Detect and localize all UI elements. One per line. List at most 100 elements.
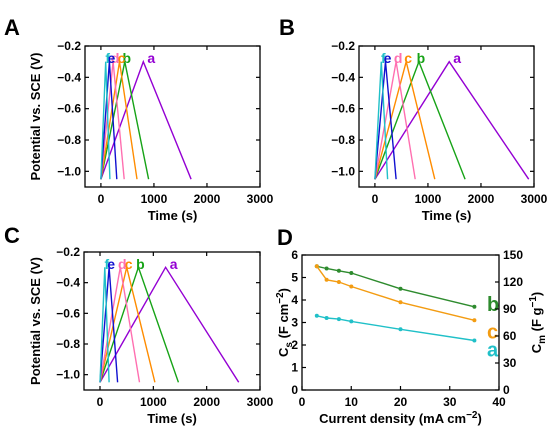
plot-frame [84,45,261,188]
plot-frame [83,251,261,391]
curve-label-d: d [118,256,127,272]
curve-label-b: b [123,50,132,66]
y-tick-label: −1.0 [331,164,355,178]
y-tick-label-left: 0 [291,383,298,397]
data-point-a [349,319,354,324]
y-tick-label: −0.2 [56,245,80,259]
y-tick-label: −1.0 [56,368,80,382]
curve-label-c: c [125,256,133,272]
data-point-a [336,317,341,322]
y-tick-label: −0.6 [57,102,81,116]
curve-label-f: f [104,256,109,272]
y-axis-title-left: Cs (F cm−2) [275,288,295,357]
x-tick-label: 2000 [468,192,495,206]
data-point-c [324,277,329,282]
y-tick-label: −0.8 [57,133,81,147]
series-line-b [99,265,180,383]
data-point-b [349,271,354,275]
x-tick-label: 0 [97,395,104,409]
x-tick-label: 3000 [247,192,274,206]
y-tick-label-left: 4 [291,293,298,307]
x-tick-label: 30 [443,395,457,409]
y-tick-label-left: 6 [291,248,298,262]
series-label-b: b [487,294,499,316]
y-tick-label-right: 90 [503,302,517,316]
y-axis-title: Potential vs. SCE (V) [28,257,43,385]
y-tick-label-right: 150 [503,248,523,262]
y-tick-label: −0.4 [56,276,80,290]
curve-label-e: e [384,50,392,66]
curve-label-a: a [453,50,461,66]
x-tick-label: 1000 [141,192,168,206]
series-line-e [374,61,397,180]
y-tick-label-right: 30 [503,356,517,370]
x-axis-title: Time (s) [147,411,197,426]
curve-label-e: e [108,50,116,66]
data-point-b [324,266,329,271]
curve-label-b: b [417,50,426,66]
y-tick-label: −0.2 [57,39,81,53]
series-line-b [374,59,466,180]
y-tick-label: −0.4 [331,70,355,84]
y-tick-label: −0.6 [331,102,355,116]
curve-label-f: f [381,50,386,66]
y-tick-label: −0.4 [57,70,81,84]
curve-label-f: f [105,50,110,66]
x-tick-label: 3000 [247,395,274,409]
y-tick-label-left: 5 [291,271,298,285]
series-line-f [100,61,111,180]
y-tick-label-right: 0 [503,383,510,397]
curve-label-d: d [111,50,120,66]
data-point-b [336,268,341,273]
panel-letter: B [279,15,295,40]
series-line-e [100,61,118,180]
y-tick-label: −0.6 [56,306,80,320]
x-tick-label: 1000 [415,192,442,206]
y-tick-label: −0.8 [331,133,355,147]
x-axis-title: Time (s) [422,208,472,223]
data-point-c [398,300,403,305]
series-label-c: c [487,321,498,343]
data-point-b [472,304,477,309]
panel-letter: A [4,15,20,40]
data-point-a [324,316,329,320]
y-tick-label-left: 3 [291,316,298,330]
curve-label-a: a [170,256,178,272]
panel-letter: C [4,223,20,248]
curve-label-e: e [107,256,115,272]
plot-frame [301,254,500,391]
series-line-d [99,267,141,383]
series-line-c [99,267,156,383]
x-tick-label: 0 [299,395,306,409]
x-tick-label: 2000 [193,395,220,409]
series-line-a [99,265,240,383]
x-tick-label: 20 [394,395,408,409]
y-tick-label-left: 1 [291,361,298,375]
data-point-c [472,318,477,323]
curve-label-b: b [136,256,145,272]
x-tick-label: 0 [98,192,105,206]
series-line-e [99,267,119,383]
y-tick-label-right: 120 [503,275,523,289]
y-tick-label: −0.8 [56,337,80,351]
x-axis-title: Current density (mA cm−2) [319,410,482,426]
series-line-f [374,61,389,180]
data-point-a [314,313,319,318]
x-tick-label: 10 [345,395,359,409]
y-tick-label-left: 2 [291,338,298,352]
curve-label-a: a [147,50,155,66]
plot-frame [358,45,535,188]
x-tick-label: 0 [372,192,379,206]
y-axis-title-right: Cm (F g−1) [528,292,548,353]
series-line-f [99,267,110,383]
series-line-a [374,60,530,180]
y-axis-title: Potential vs. SCE (V) [28,53,43,181]
data-point-c [336,280,341,284]
series-line-c [316,265,475,321]
curve-label-d: d [394,50,403,66]
data-point-c [314,264,319,269]
